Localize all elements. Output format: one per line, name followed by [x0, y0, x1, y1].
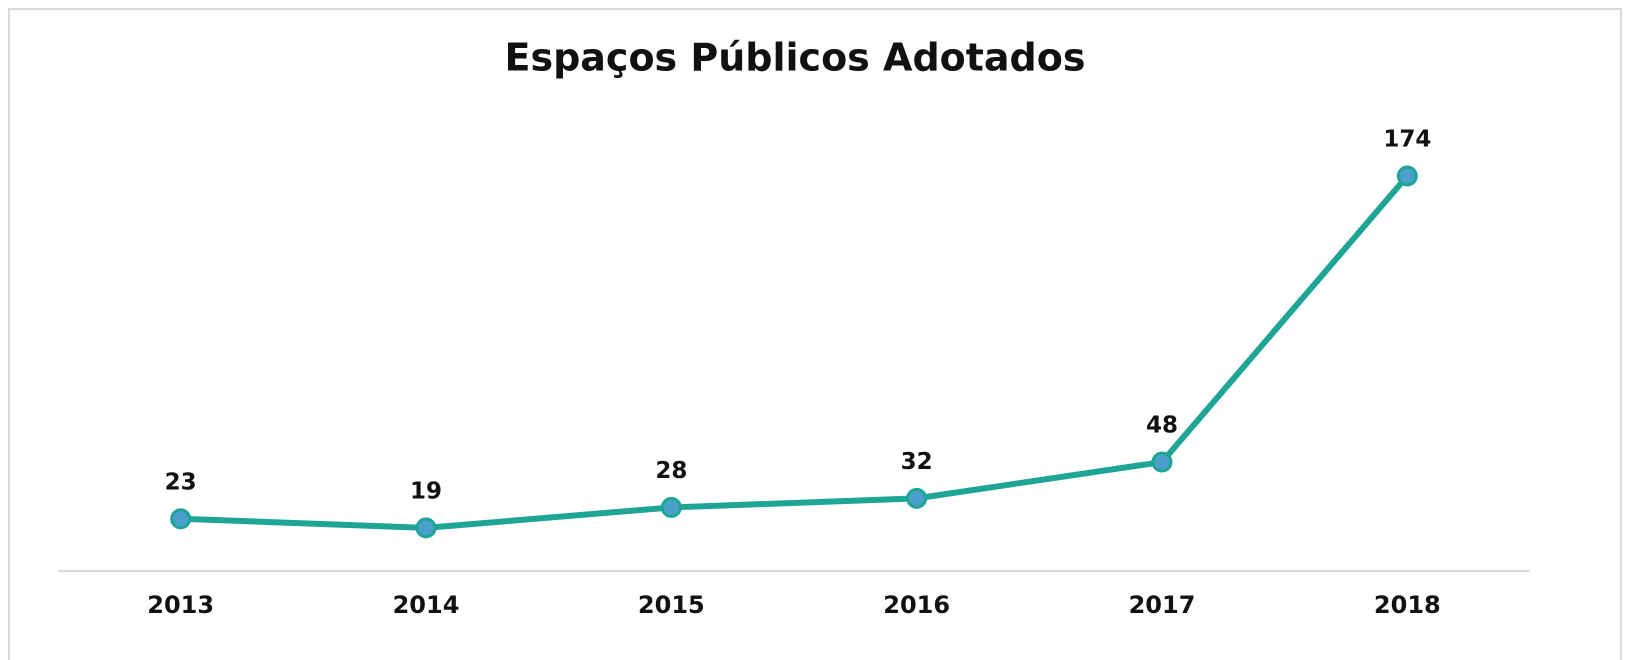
- x-tick-label: 2016: [883, 591, 950, 619]
- data-label: 28: [655, 458, 687, 484]
- x-tick-label: 2017: [1129, 591, 1196, 619]
- data-label: 32: [901, 449, 933, 475]
- x-tick-label: 2018: [1374, 591, 1441, 619]
- marker: [906, 487, 928, 509]
- data-label: 174: [1383, 127, 1431, 153]
- marker: [170, 508, 192, 530]
- marker: [1151, 451, 1173, 473]
- chart-frame: [8, 8, 1622, 660]
- marker: [415, 517, 437, 539]
- x-tick-label: 2015: [638, 591, 705, 619]
- x-tick-label: 2014: [393, 591, 460, 619]
- chart-title: Espaços Públicos Adotados: [505, 36, 1086, 80]
- data-label: 23: [165, 469, 197, 495]
- data-label: 48: [1146, 413, 1178, 439]
- marker: [660, 496, 682, 518]
- data-label: 19: [410, 478, 442, 504]
- marker: [1396, 165, 1418, 187]
- line: [180, 174, 1410, 531]
- x-tick-label: 2013: [147, 591, 214, 619]
